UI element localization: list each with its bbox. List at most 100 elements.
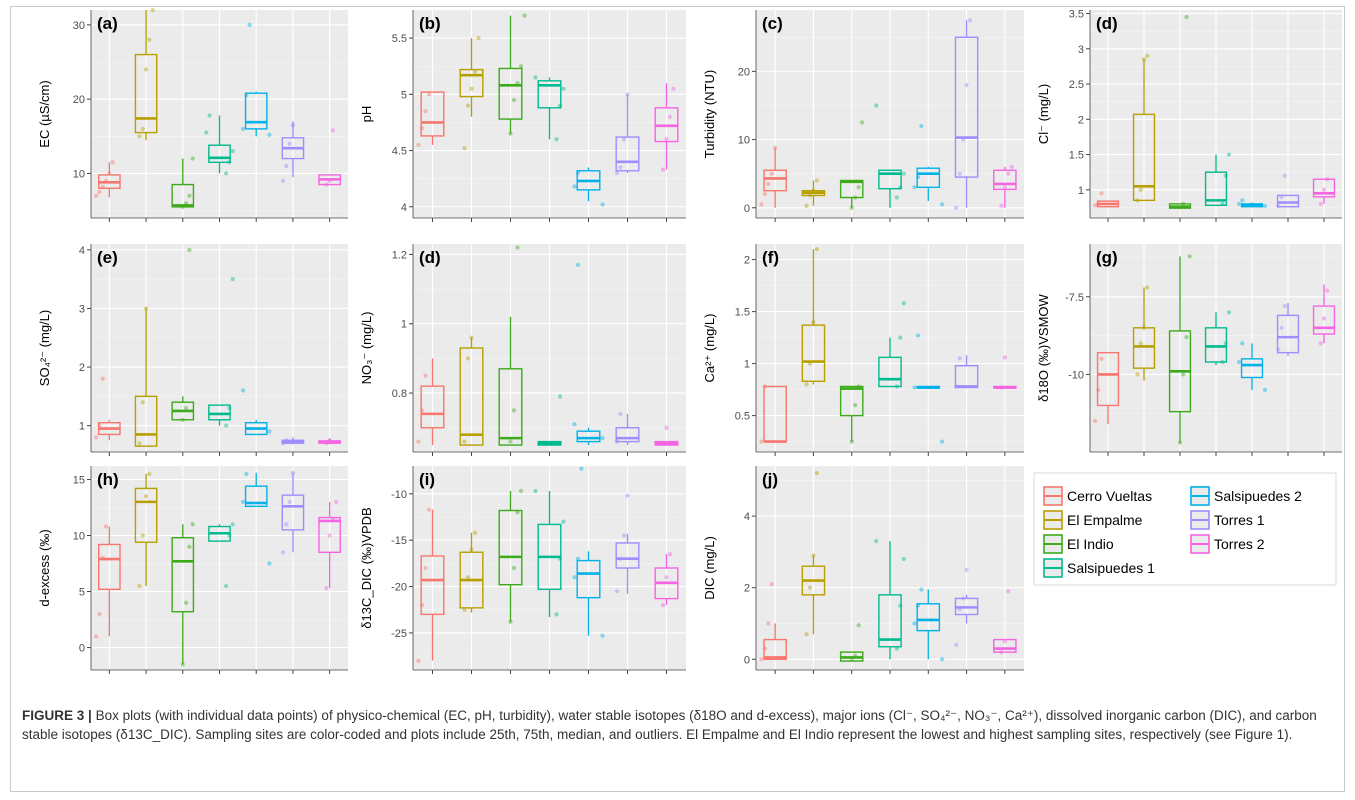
- data-point: [667, 114, 673, 119]
- data-point: [964, 567, 969, 572]
- data-point: [614, 170, 620, 176]
- data-point: [287, 141, 292, 146]
- data-point: [1009, 164, 1014, 169]
- data-point: [462, 607, 467, 612]
- box: [878, 356, 902, 388]
- box: [498, 67, 523, 120]
- data-point: [465, 575, 471, 580]
- box: [954, 36, 979, 178]
- data-point: [97, 611, 102, 617]
- data-point: [1135, 372, 1140, 377]
- data-point: [621, 533, 627, 538]
- data-point: [999, 203, 1004, 208]
- data-point: [515, 245, 520, 250]
- data-point: [140, 400, 145, 405]
- data-point: [667, 551, 673, 557]
- data-point: [1276, 203, 1281, 209]
- data-point: [1321, 316, 1327, 321]
- data-point: [759, 657, 764, 662]
- data-point: [874, 103, 879, 108]
- panel-5: 1 2 3 4 (e) SO₄²⁻ (mg/L): [37, 244, 348, 456]
- box: [1096, 351, 1120, 407]
- data-point: [240, 388, 246, 393]
- data-point: [1145, 53, 1150, 58]
- data-point: [147, 471, 152, 476]
- data-point: [894, 195, 899, 200]
- y-tick-label: 30: [73, 20, 85, 32]
- data-point: [769, 582, 774, 587]
- y-tick-label: 10: [73, 530, 85, 542]
- data-point: [533, 488, 538, 494]
- data-point: [518, 64, 524, 69]
- y-tick-label: 0.5: [735, 411, 750, 423]
- y-axis-label: NO₃⁻ (mg/L): [359, 312, 374, 385]
- data-point: [476, 36, 481, 41]
- data-point: [416, 658, 421, 663]
- box: [498, 368, 523, 446]
- data-point: [247, 22, 252, 27]
- y-tick-label: -10: [1068, 369, 1084, 381]
- panel-1: 10 20 30 (a) EC (µS/cm): [37, 7, 348, 222]
- panel-label: (j): [762, 470, 778, 489]
- data-point: [137, 583, 142, 589]
- data-point: [224, 423, 229, 428]
- panel-label: (g): [1096, 248, 1118, 267]
- box: [1204, 171, 1228, 207]
- data-point: [511, 565, 517, 571]
- panel-7: 0.5 1 1.5 2 (f) Ca²⁺ (mg/L): [702, 244, 1024, 456]
- legend-entry: El Indio: [1043, 534, 1114, 554]
- data-point: [284, 522, 289, 527]
- box: [1204, 327, 1228, 363]
- data-point: [804, 632, 809, 637]
- box: [993, 638, 1017, 653]
- data-point: [244, 93, 249, 98]
- box: [763, 169, 787, 192]
- data-point: [224, 171, 229, 176]
- panel-label: (h): [97, 470, 119, 489]
- y-axis-label: δ13C_DIC (‰)VPDB: [359, 507, 374, 628]
- box: [1240, 358, 1264, 379]
- data-point: [472, 69, 478, 74]
- box: [615, 542, 640, 569]
- data-point: [280, 178, 286, 183]
- box: [171, 537, 195, 613]
- box: [134, 487, 158, 543]
- y-tick-label: -15: [391, 535, 407, 547]
- data-point: [267, 561, 272, 566]
- y-tick-label: 5.5: [392, 33, 407, 45]
- data-point: [267, 132, 272, 137]
- data-point: [561, 86, 566, 91]
- y-tick-label: 2: [79, 362, 85, 374]
- box: [281, 494, 305, 531]
- box: [916, 167, 941, 189]
- box: [420, 91, 445, 137]
- data-point: [804, 203, 809, 208]
- panel-label: (d): [419, 248, 441, 267]
- y-tick-label: 0.8: [392, 388, 407, 400]
- data-point: [912, 385, 917, 390]
- y-tick-label: 0: [79, 643, 85, 655]
- data-point: [137, 134, 142, 139]
- panel-label: (b): [419, 14, 441, 33]
- box: [839, 385, 864, 417]
- panel-label: (f): [762, 248, 779, 267]
- data-point: [759, 439, 764, 444]
- panel-6: 0.8 1 1.2 (d) NO₃⁻ (mg/L): [359, 244, 686, 456]
- panel-9: 0 5 10 15 (h) d-excess (‰): [37, 466, 348, 674]
- data-point: [614, 589, 620, 594]
- data-point: [190, 156, 195, 161]
- data-point: [423, 109, 428, 114]
- data-point: [856, 185, 861, 190]
- y-tick-label: 4: [744, 511, 750, 523]
- y-tick-label: 0: [744, 654, 750, 666]
- figure-caption: FIGURE 3 | Box plots (with individual da…: [22, 706, 1332, 744]
- legend-entry: Salsipuedes 1: [1043, 558, 1155, 578]
- data-point: [1138, 187, 1143, 192]
- data-point: [143, 494, 149, 499]
- data-point: [1318, 201, 1323, 206]
- y-tick-label: 10: [73, 168, 85, 180]
- data-point: [762, 646, 767, 651]
- data-point: [894, 646, 899, 651]
- y-tick-label: -20: [391, 582, 407, 594]
